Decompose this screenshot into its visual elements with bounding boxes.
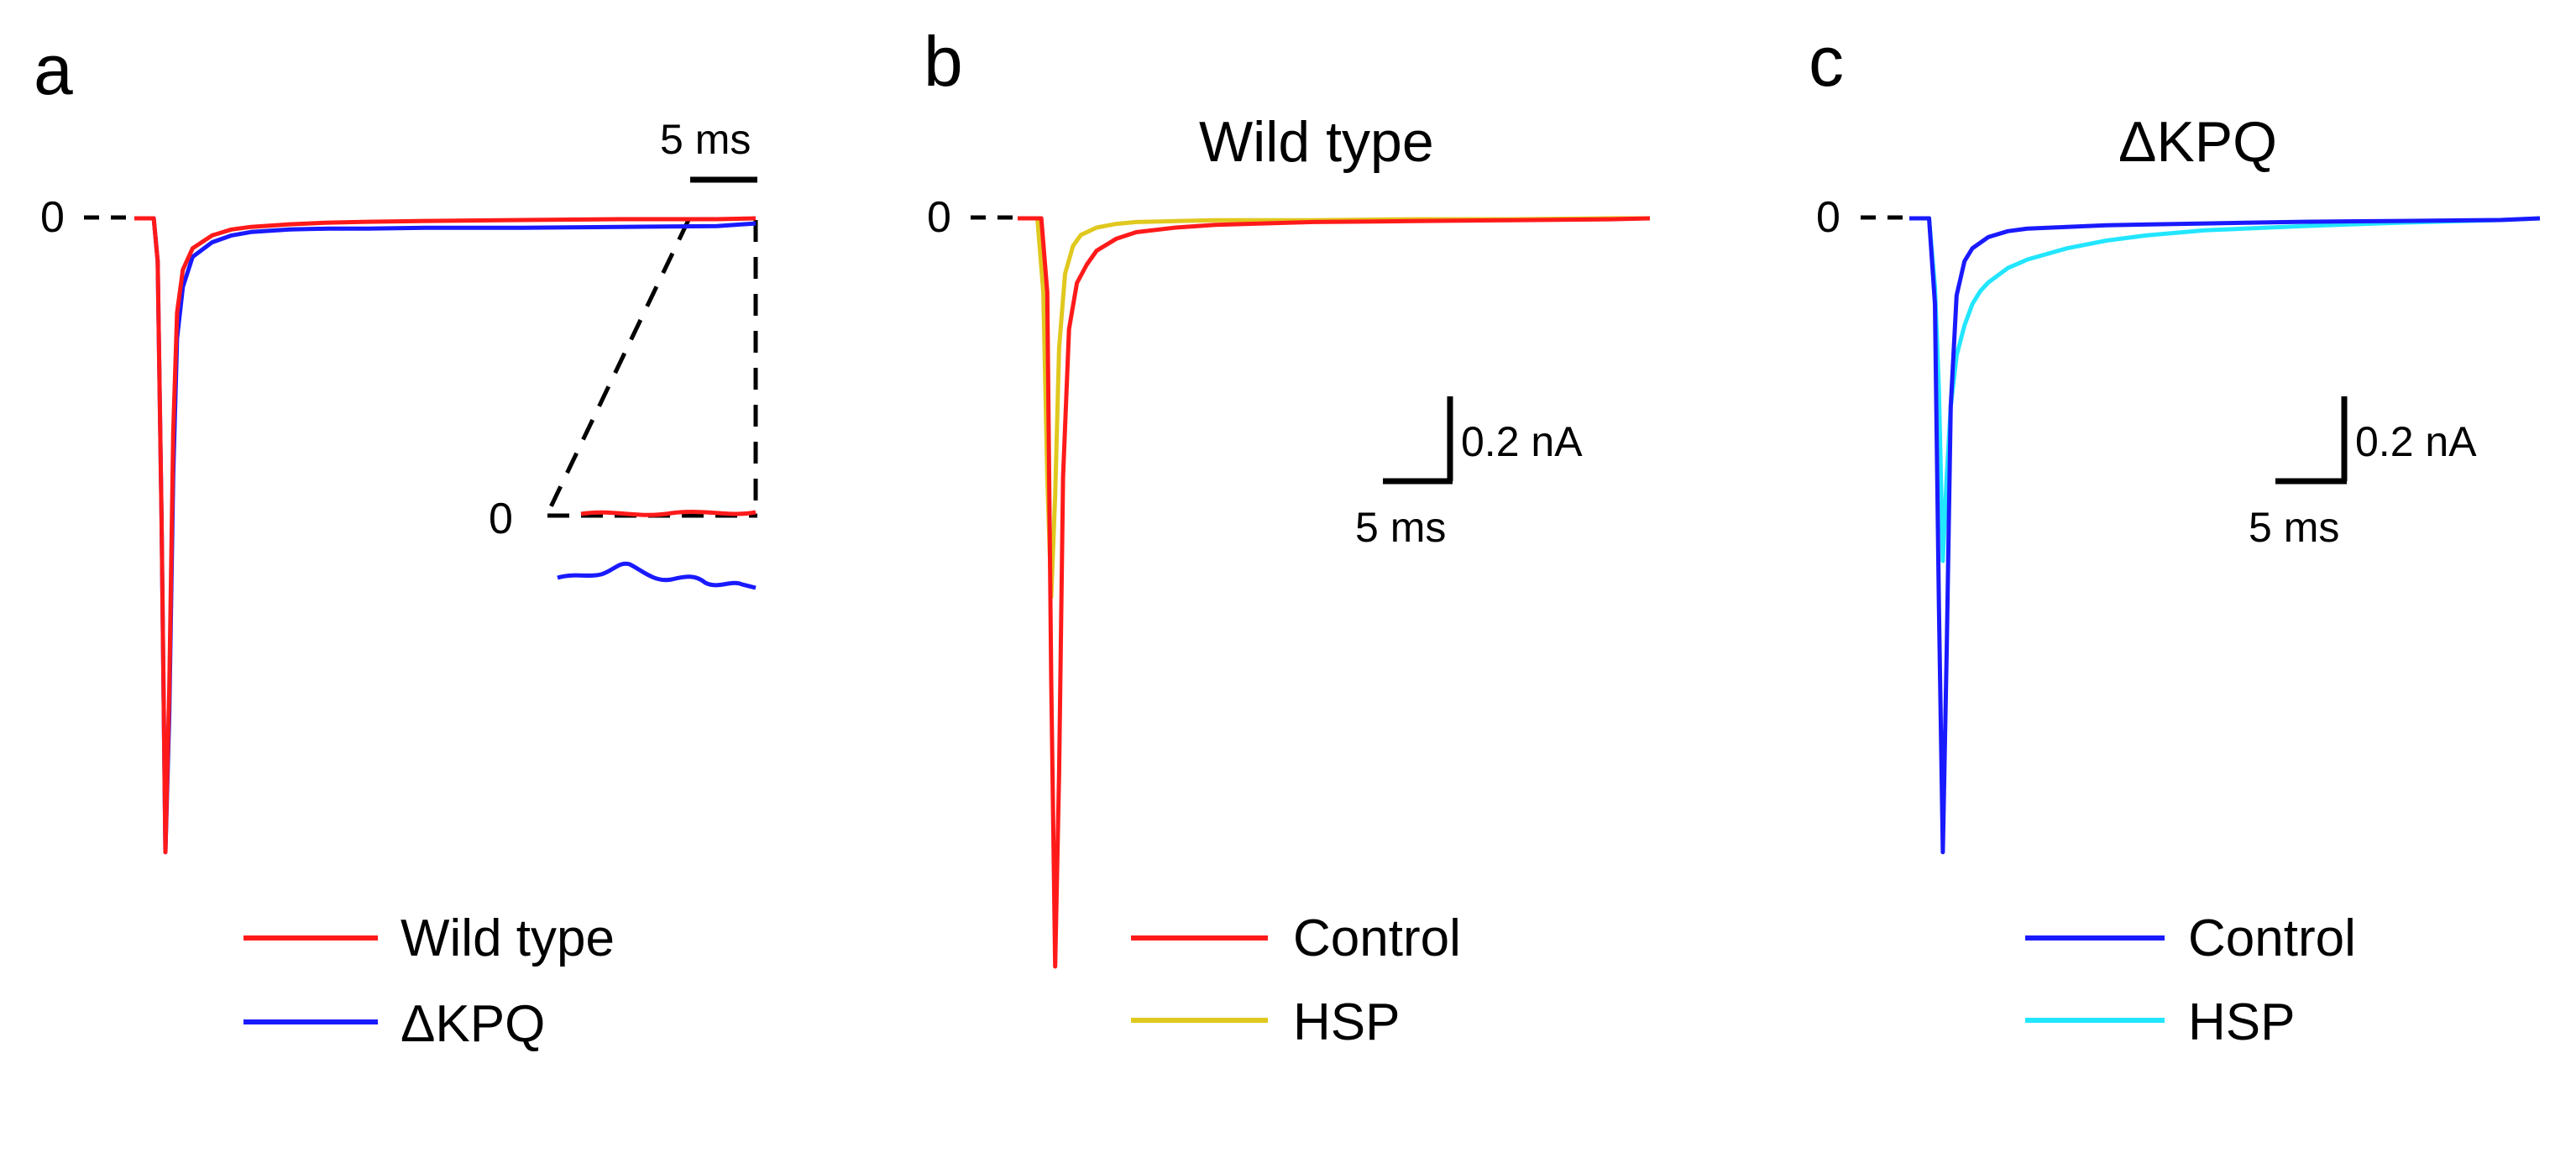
panel-a-letter: a xyxy=(34,30,73,109)
panel-c: c ΔKPQ 0 0.2 nA 5 ms Control HSP xyxy=(1809,22,2541,1051)
panel-a-legend-label-dkpq: ΔKPQ xyxy=(401,995,545,1053)
panel-b-letter: b xyxy=(924,22,963,101)
panel-c-legend-label-control: Control xyxy=(2188,909,2356,967)
panel-a-traces xyxy=(134,216,757,855)
panel-b-traces xyxy=(1018,216,1651,969)
panel-c-traces xyxy=(1909,216,2541,855)
panel-a-legend-label-wild-type: Wild type xyxy=(401,909,615,967)
panel-a-inset-trace-dkpq xyxy=(557,561,757,590)
panel-c-legend-label-hsp: HSP xyxy=(2188,993,2295,1051)
panel-a: a 0 5 ms 0 Wild type ΔKPQ xyxy=(34,30,758,1053)
panel-a-zero-label: 0 xyxy=(40,193,65,242)
panel-b-trace-hsp xyxy=(1018,216,1650,600)
panel-a-zoom-guide-left xyxy=(545,218,691,516)
panel-b-current-scale-label: 0.2 nA xyxy=(1461,418,1583,465)
panel-a-inset-zero-label: 0 xyxy=(489,495,513,543)
panel-a-inset-trace-wild-type xyxy=(580,510,757,517)
panel-b: b Wild type 0 0.2 nA 5 ms Control HSP xyxy=(924,22,1651,1051)
panel-b-legend-label-control: Control xyxy=(1293,909,1461,967)
panel-c-time-scale-label: 5 ms xyxy=(2249,504,2339,551)
panel-c-trace-control xyxy=(1909,216,2541,855)
panel-b-time-scale-label: 5 ms xyxy=(1355,504,1446,551)
panel-b-zero-label: 0 xyxy=(927,193,951,242)
panel-c-letter: c xyxy=(1809,22,1844,101)
panel-c-zero-label: 0 xyxy=(1816,193,1840,242)
panel-a-trace-wild-type xyxy=(134,216,757,855)
panel-c-title: ΔKPQ xyxy=(2118,110,2277,174)
panel-a-trace-kpq xyxy=(134,216,757,855)
panel-c-trace-hsp xyxy=(1909,216,2541,563)
panel-c-current-scale-label: 0.2 nA xyxy=(2355,418,2477,465)
panel-b-trace-control xyxy=(1018,216,1651,969)
panel-a-time-scale-label: 5 ms xyxy=(660,116,751,163)
panel-b-title: Wild type xyxy=(1199,110,1434,174)
panel-b-legend-label-hsp: HSP xyxy=(1293,993,1400,1051)
